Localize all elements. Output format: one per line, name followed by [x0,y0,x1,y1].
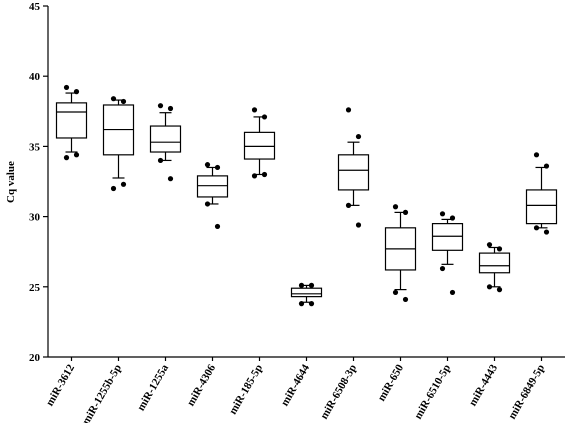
y-tick-label: 45 [29,1,41,13]
outlier [543,229,550,235]
outlier [63,155,70,161]
outlier [120,181,127,187]
outlier [345,202,352,208]
outlier [392,289,399,296]
box [478,252,511,274]
outlier [120,98,127,105]
outlier [157,157,164,164]
outlier [496,246,503,252]
x-tick-label: miR-4644 [279,362,313,408]
outlier [110,185,117,192]
y-tick-label: 25 [29,282,41,294]
x-tick-label: miR-6849-5p [506,363,547,422]
box [525,189,558,225]
outlier [345,107,352,113]
x-tick-label: miR-6510-5p [412,363,453,422]
outlier [439,265,446,272]
outlier [392,204,399,210]
outlier [261,171,268,178]
outlier [298,301,305,307]
outlier [439,211,446,217]
outlier [251,173,258,179]
x-tick-label: miR-1255b-5p [80,363,124,423]
outlier [73,89,80,95]
box [196,175,229,198]
outlier [214,164,221,171]
outlier [486,242,493,248]
box [243,131,276,160]
outlier [308,282,315,288]
outlier [63,84,70,91]
x-tick-label: miR-4443 [467,362,501,408]
outlier [496,287,503,293]
outlier [73,152,80,158]
y-axis-label: Cq value [5,161,17,203]
outlier [204,162,211,168]
y-tick-label: 40 [29,71,41,83]
x-tick-label: miR-3612 [44,362,78,408]
outlier [449,215,456,221]
y-tick-label: 35 [29,141,41,153]
outlier [533,225,540,231]
outlier [308,301,315,307]
outlier [261,114,268,120]
outlier [355,222,362,228]
x-tick-label: miR-4306 [185,362,219,408]
outlier [355,133,362,140]
outlier [402,209,409,215]
x-tick-label: miR-6508-3p [318,363,359,422]
outlier [167,105,174,112]
outlier [251,107,258,113]
outlier [402,296,409,303]
box [337,154,370,191]
outlier [204,201,211,207]
outlier [533,152,540,158]
x-tick-label: miR-650 [376,362,407,403]
outlier [157,103,164,109]
outlier [543,163,550,169]
outlier [449,289,456,296]
outlier [214,223,221,230]
box [149,125,182,153]
box [290,287,323,298]
x-tick-label: miR-185-5p [227,363,265,417]
outlier [110,96,117,102]
y-tick-label: 30 [29,212,41,224]
y-tick-label: 20 [29,352,41,364]
x-tick-label: miR-1255a [135,362,171,413]
outlier [167,176,174,182]
box [55,102,88,139]
outlier [486,284,493,290]
box [431,223,464,251]
outlier [298,282,305,288]
